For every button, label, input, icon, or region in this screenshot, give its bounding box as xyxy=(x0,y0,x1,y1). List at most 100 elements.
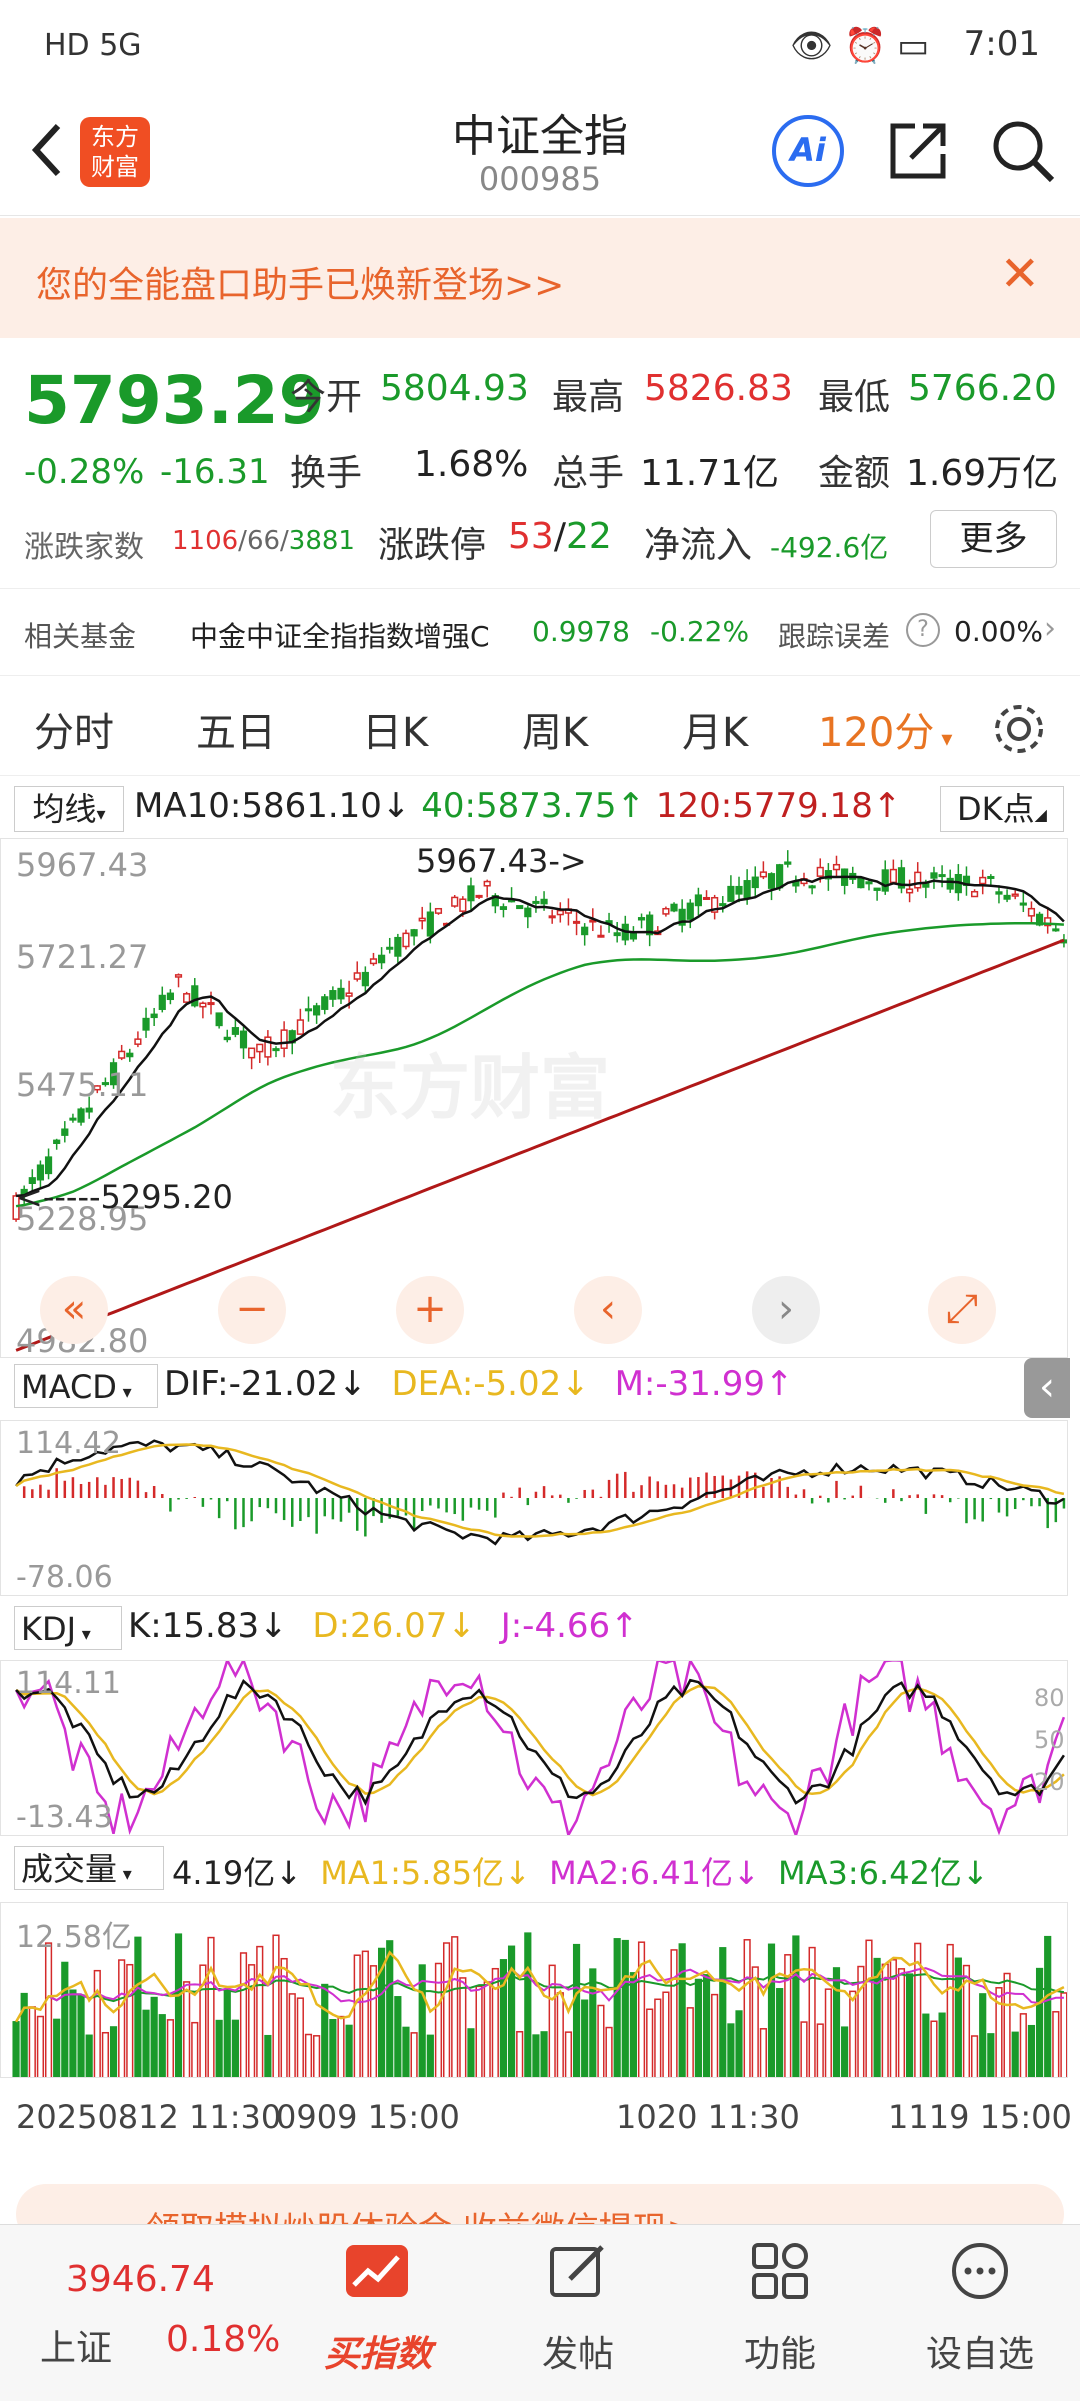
volume-bar xyxy=(304,2033,313,2078)
volume-bar xyxy=(776,1988,784,2078)
fund-label: 相关基金 xyxy=(24,620,137,653)
volume-bar xyxy=(459,1977,467,2078)
volume-bar xyxy=(979,1993,987,2078)
volume-bar xyxy=(491,1967,499,2078)
tab-daily-k[interactable]: 日K xyxy=(362,710,429,756)
macd-frame xyxy=(0,1420,1068,1596)
candle xyxy=(215,1012,223,1027)
candle xyxy=(970,890,979,898)
notice-banner[interactable]: 您的全能盘口助手已焕新登场>> ✕ xyxy=(0,218,1080,338)
scroll-left-fast-button[interactable]: « xyxy=(40,1276,108,1344)
buy-index-icon[interactable] xyxy=(346,2245,408,2297)
candle xyxy=(613,932,621,937)
add-favorite-button[interactable]: 设自选 xyxy=(925,2334,1034,2375)
candle xyxy=(897,867,906,889)
more-options-icon[interactable] xyxy=(948,2239,1012,2303)
candle xyxy=(459,898,467,912)
candle xyxy=(727,885,735,902)
close-icon[interactable]: ✕ xyxy=(999,246,1040,302)
ma120-label: 120:5779.18 xyxy=(655,786,873,826)
fullscreen-icon[interactable]: ⤢ xyxy=(928,1276,996,1344)
sh-index-label[interactable]: 上证 xyxy=(40,2328,113,2369)
candle xyxy=(418,917,426,922)
function-button[interactable]: 功能 xyxy=(743,2334,816,2375)
candle xyxy=(881,869,889,892)
ai-assistant-button[interactable]: Ai xyxy=(772,115,844,187)
candle xyxy=(361,971,369,987)
candle xyxy=(118,1050,126,1059)
candle xyxy=(69,1117,77,1121)
candle xyxy=(199,1002,207,1008)
candle xyxy=(166,992,174,1001)
collapse-panel-button[interactable]: ‹ xyxy=(1024,1358,1070,1418)
volume-bar xyxy=(239,1952,248,2078)
ma40-label: 40:5873.75 xyxy=(421,786,617,826)
sh-index-pct[interactable]: 0.18% xyxy=(166,2319,281,2360)
candle xyxy=(248,1047,256,1059)
tracking-error-value: 0.00% xyxy=(954,615,1043,648)
buy-index-button[interactable]: 买指数 xyxy=(323,2334,432,2375)
volume-bar xyxy=(946,1943,954,2078)
volume-bar xyxy=(499,1959,508,2078)
volume-bar xyxy=(44,1942,53,2078)
candle xyxy=(914,871,922,889)
zoom-in-button[interactable]: + xyxy=(396,1276,464,1344)
function-grid-icon[interactable] xyxy=(748,2239,812,2303)
more-button[interactable]: 更多 xyxy=(930,510,1057,568)
tracking-error-label: 跟踪误差 xyxy=(778,620,891,653)
tab-monthly-k[interactable]: 月K xyxy=(682,710,749,756)
candle xyxy=(483,880,491,887)
help-icon[interactable]: ? xyxy=(906,613,940,647)
max-price-label: 5967.43-> xyxy=(416,842,587,880)
post-button[interactable]: 发帖 xyxy=(541,2334,614,2375)
ma-indicator-select[interactable]: 均线▾ xyxy=(14,786,124,832)
post-icon[interactable] xyxy=(546,2239,610,2303)
volume-bar xyxy=(272,1934,280,2078)
volume-bar xyxy=(572,1943,581,2078)
volume-select[interactable]: 成交量 ▾ xyxy=(14,1846,164,1890)
candle xyxy=(191,985,199,1007)
tab-5day[interactable]: 五日 xyxy=(196,710,276,756)
candle xyxy=(304,1008,313,1012)
candle xyxy=(824,870,832,880)
dk-point-button[interactable]: DK点◢ xyxy=(940,786,1064,832)
zoom-out-button[interactable]: − xyxy=(218,1276,286,1344)
tab-weekly-k[interactable]: 周K xyxy=(522,710,589,756)
settings-icon[interactable] xyxy=(990,700,1048,758)
clock: 7:01 xyxy=(963,24,1040,64)
search-icon[interactable] xyxy=(988,116,1058,186)
candle xyxy=(865,881,873,885)
tab-intraday[interactable]: 分时 xyxy=(34,710,114,756)
candle xyxy=(670,903,678,912)
amount-value: 1.69万亿 xyxy=(906,453,1059,494)
tab-120min[interactable]: 120分 ▾ xyxy=(818,710,953,756)
candle xyxy=(629,932,638,940)
volume-bar xyxy=(467,2028,475,2078)
kdj-level-80: 80 xyxy=(1034,1684,1065,1712)
candle xyxy=(548,915,556,919)
scroll-right-button[interactable]: › xyxy=(752,1276,820,1344)
volume-value: 11.71亿 xyxy=(640,453,780,494)
candle xyxy=(264,1036,272,1058)
related-fund-row[interactable]: 相关基金 中金中证全指指数增强C 0.9978 -0.22% 跟踪误差 ? 0.… xyxy=(0,588,1080,676)
sh-index-price[interactable]: 3946.74 xyxy=(66,2259,215,2300)
candle xyxy=(662,907,670,915)
volume-bar xyxy=(524,1932,532,2078)
volume-bar xyxy=(36,2015,45,2078)
volume-bar xyxy=(605,2026,613,2078)
candle xyxy=(386,946,394,950)
volume-bar xyxy=(280,1957,288,2078)
kdj-select[interactable]: KDJ ▾ xyxy=(14,1606,122,1650)
share-icon[interactable] xyxy=(885,118,951,184)
candlestick-chart[interactable] xyxy=(12,838,1068,1358)
volume-bar xyxy=(686,2007,694,2078)
macd-select[interactable]: MACD ▾ xyxy=(14,1364,158,1408)
back-icon[interactable] xyxy=(20,110,80,190)
volume-bar xyxy=(589,1968,597,2078)
period-tabs: 分时 五日 日K 周K 月K 120分 ▾ xyxy=(0,680,1080,776)
scroll-left-button[interactable]: ‹ xyxy=(574,1276,642,1344)
y-label-2: 5721.27 xyxy=(16,938,149,976)
y-label-4: 5228.95 xyxy=(16,1200,149,1238)
candle xyxy=(540,898,548,905)
volume-bar xyxy=(93,1969,101,2078)
